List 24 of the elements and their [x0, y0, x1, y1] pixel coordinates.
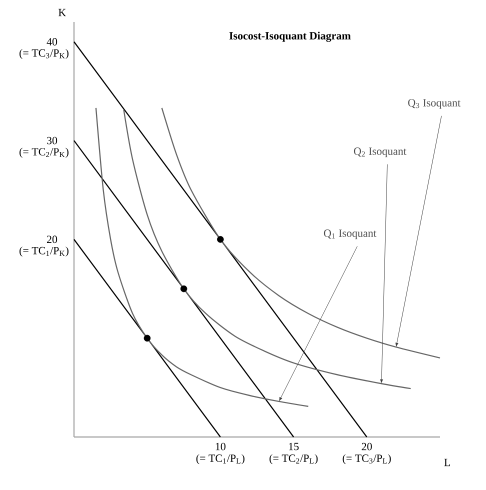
annotation: (= TC$_{1}$/P$_{L}$) [196, 454, 244, 464]
annotation: Q$_{1}$ Isoquant [324, 230, 376, 240]
annotation: Q$_{2}$ Isoquant [354, 148, 406, 158]
annotation: (= TC$_{1}$/P$_{K}$) [20, 246, 68, 257]
y-tick-label: 40 [46, 38, 58, 46]
line-series [95, 107, 309, 407]
point [144, 334, 151, 342]
line-series [161, 107, 441, 359]
x-tick-label: 15 [289, 442, 299, 450]
line-series [123, 109, 412, 390]
y-tick-label: 20 [46, 236, 58, 244]
annotation: (= TC$_{2}$/P$_{L}$) [270, 454, 318, 464]
annotation: (= TC$_{3}$/P$_{K}$) [20, 48, 68, 59]
point [180, 285, 188, 292]
x-tick-label: 10 [216, 442, 226, 450]
x-axis-title: L [444, 458, 450, 466]
text: Isocost-Isoquant Diagram [229, 32, 351, 42]
y-axis-title: K [58, 8, 66, 16]
y-tick-label: 30 [47, 136, 58, 144]
x-tick-label: 20 [362, 442, 372, 450]
annotation: (= TC$_{3}$/P$_{L}$) [342, 454, 391, 464]
annotation: (= TC$_{2}$/P$_{K}$) [20, 148, 68, 158]
annotation: Q$_{3}$ Isoquant [408, 99, 461, 109]
point [217, 236, 224, 243]
